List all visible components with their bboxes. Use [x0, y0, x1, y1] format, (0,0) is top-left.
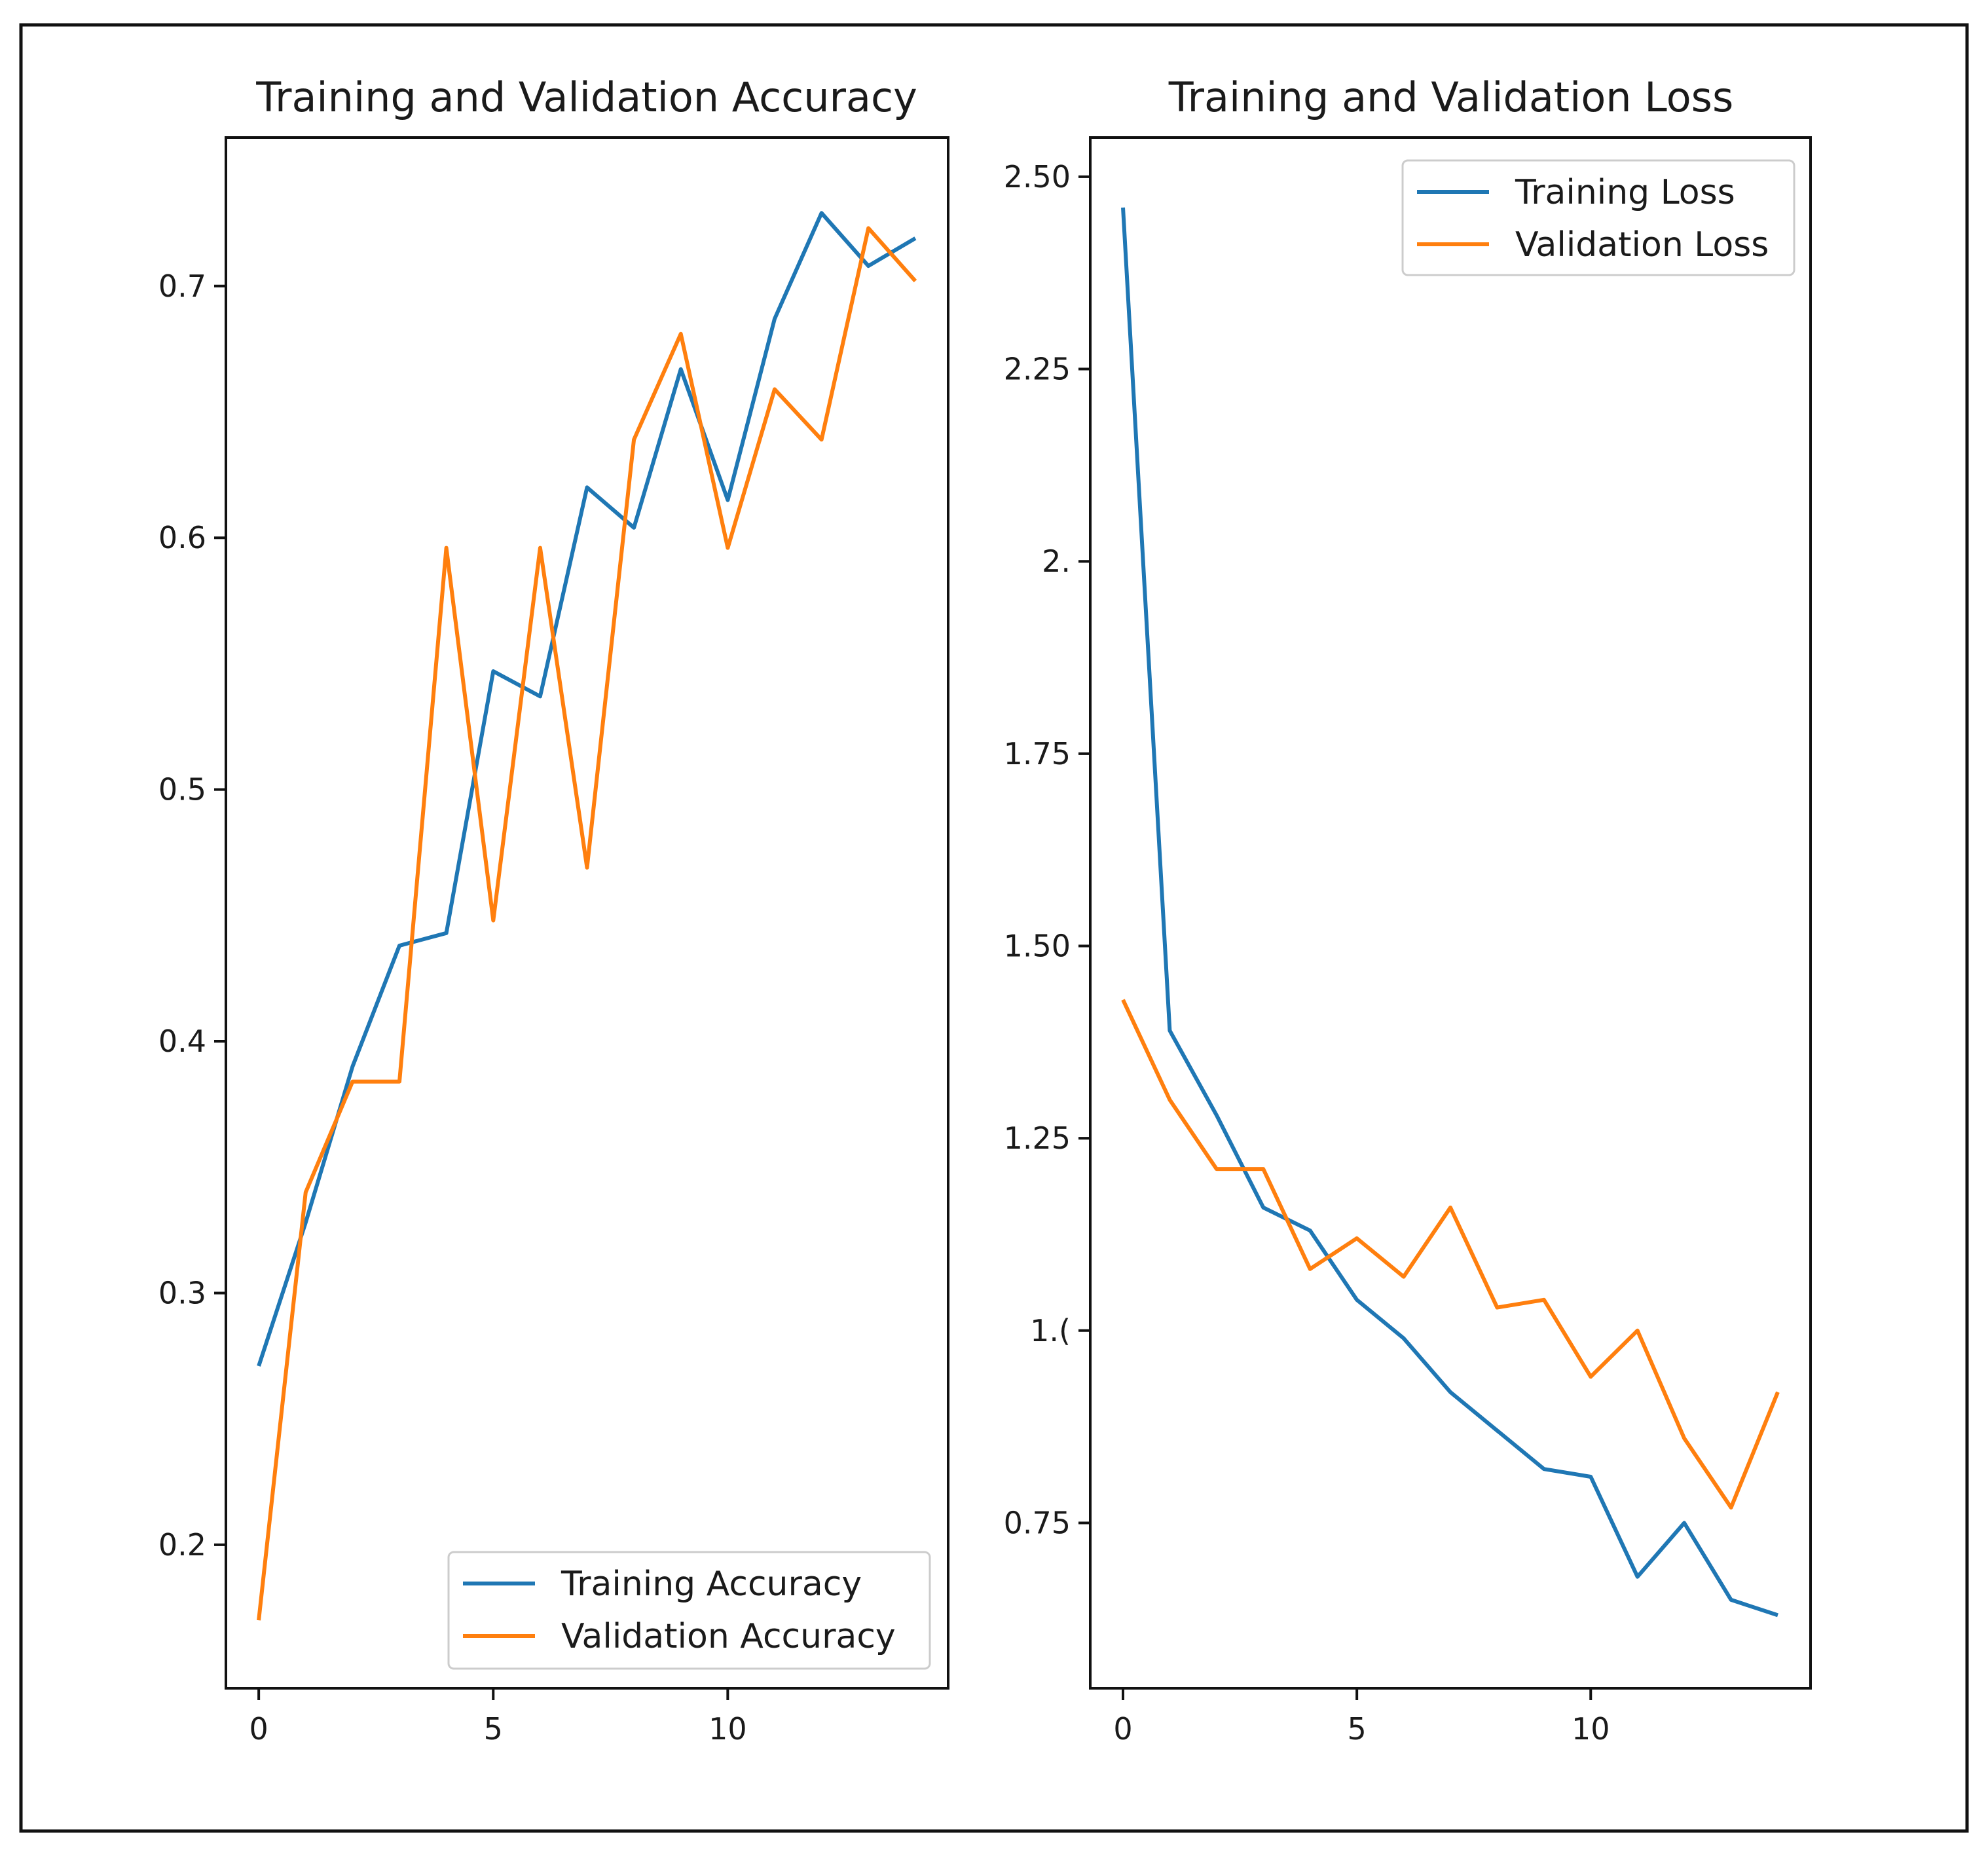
y-tick-label: 0.6	[158, 520, 206, 555]
y-tick-label: 0.75	[1004, 1505, 1071, 1540]
x-tick-label: 5	[1348, 1711, 1367, 1747]
y-tick-label: 1.50	[1004, 929, 1071, 964]
series-line-validation-accuracy	[257, 226, 917, 1621]
y-tick-label: 2.	[1042, 544, 1071, 579]
y-tick-label: 0.3	[158, 1275, 206, 1310]
legend-label-validation-loss: Validation Loss	[1515, 225, 1769, 265]
y-tick-label: 1.(	[1030, 1313, 1071, 1348]
y-tick-label: 0.5	[158, 772, 206, 807]
chart-2: Training and Validation Loss 0 5 10 0.75 1.( 1…	[1004, 73, 1812, 1747]
chart-title: Training and Validation Accuracy	[255, 73, 917, 121]
legend: Training Loss Validation Loss	[1401, 159, 1795, 276]
x-tick-label: 0	[249, 1711, 268, 1747]
legend: Training Accuracy Validation Accuracy	[447, 1551, 931, 1670]
y-tick-label: 0.7	[158, 269, 206, 304]
legend-box	[1401, 159, 1795, 276]
x-tick-label: 10	[1572, 1711, 1610, 1747]
y-tick-label: 1.75	[1004, 736, 1071, 771]
x-tick-label: 10	[709, 1711, 747, 1747]
outer-frame	[19, 23, 1969, 1833]
y-tick-label: 2.50	[1004, 159, 1071, 194]
axes-frame	[1089, 136, 1812, 1690]
axes-frame	[225, 136, 949, 1690]
x-tick-label: 0	[1113, 1711, 1132, 1747]
chart-title: Training and Validation Loss	[1168, 73, 1734, 121]
chart-1: Training and Validation Accuracy 0 5 10 0.2 0…	[158, 73, 949, 1747]
y-tick-label: 0.4	[158, 1024, 206, 1059]
legend-label-training-accuracy: Training Accuracy	[561, 1565, 862, 1604]
y-tick-label: 0.2	[158, 1527, 206, 1563]
x-tick-label: 5	[484, 1711, 503, 1747]
series-line-validation-loss	[1121, 999, 1780, 1509]
y-tick-label: 2.25	[1004, 352, 1071, 387]
legend-box	[447, 1551, 931, 1670]
charts-group: Training and Validation Accuracy 0 5 10 0.2 0…	[158, 73, 1812, 1747]
legend-label-training-loss: Training Loss	[1515, 173, 1735, 212]
y-tick-label: 1.25	[1004, 1120, 1071, 1156]
legend-label-validation-accuracy: Validation Accuracy	[561, 1617, 896, 1656]
series-line-training-accuracy	[257, 211, 917, 1367]
series-line-training-loss	[1121, 207, 1778, 1618]
